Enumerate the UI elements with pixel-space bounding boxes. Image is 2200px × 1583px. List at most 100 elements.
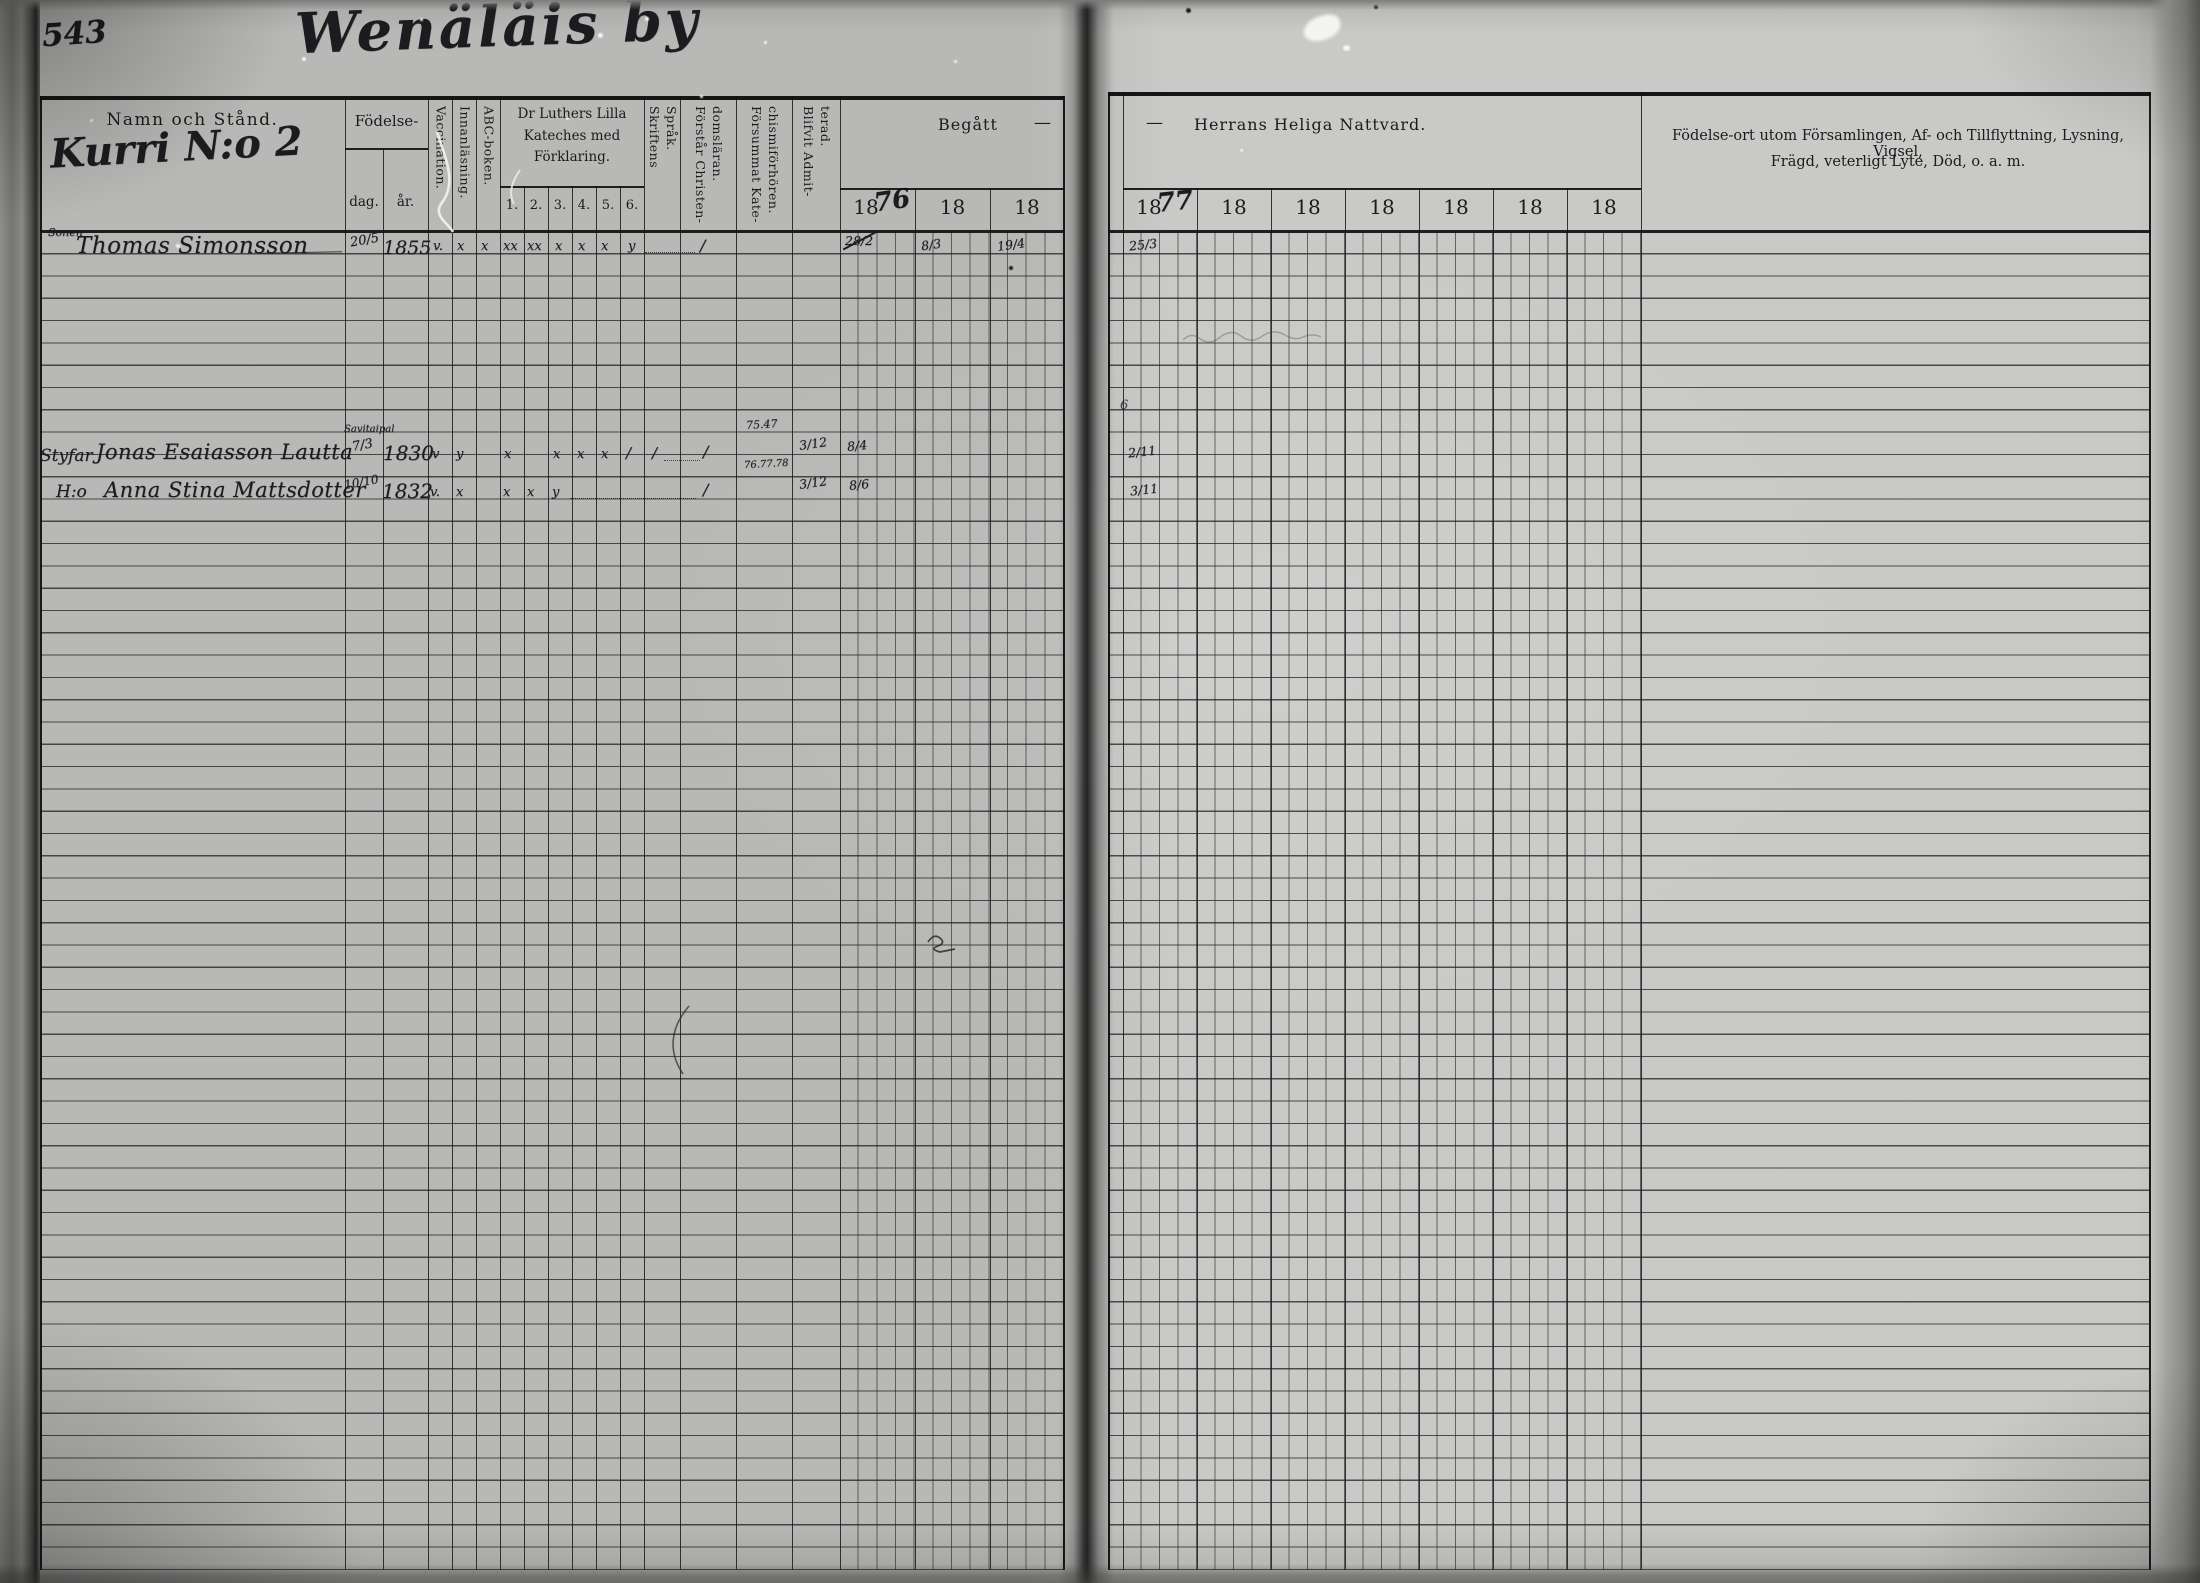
year-cell-18-r4: 18 bbox=[1369, 195, 1395, 219]
header-notes-column-line2: Frägd, veterligt Lyte, Död, o. a. m. bbox=[1770, 154, 2026, 170]
header-catechism-5: 5. bbox=[601, 198, 615, 213]
grid-line bbox=[1123, 92, 1125, 1570]
nattvard-subcolumns bbox=[1123, 232, 1641, 1570]
scan-edge-bottom bbox=[0, 1564, 2200, 1583]
dust-speck bbox=[420, 18, 423, 21]
header-name-column: Namn och Stånd. bbox=[106, 110, 279, 130]
entry-2-birth-note: Savitaipal bbox=[344, 424, 395, 435]
entry-2-mark-catechism3: x bbox=[553, 447, 561, 462]
year-cell-18-r6: 18 bbox=[1517, 195, 1543, 219]
grid-line bbox=[476, 96, 478, 1570]
scan-edge-right bbox=[2150, 0, 2200, 1583]
scan-edge-left bbox=[0, 0, 40, 1583]
grid-line bbox=[736, 96, 738, 1570]
header-vaccination-label: Vaccination. bbox=[433, 106, 449, 190]
entry-2-name: Jonas Esaiasson Lautta bbox=[96, 440, 354, 464]
header-begatt-dash: — bbox=[1034, 113, 1051, 133]
dark-speck bbox=[1009, 266, 1013, 270]
header-admitted-label: Blifvit Admit- terad. bbox=[801, 106, 833, 197]
grid-line bbox=[500, 186, 644, 189]
table-top-rule bbox=[40, 96, 1064, 100]
header-bottom-rule bbox=[1108, 230, 2151, 233]
header-understands: Förstår Christen- domsläran. bbox=[680, 106, 736, 232]
entry-3-birth-year: 1832 bbox=[382, 479, 433, 503]
dust-speck bbox=[598, 33, 603, 38]
grid-line bbox=[1493, 188, 1495, 1570]
entry-1-mark-catechism5: x bbox=[601, 239, 609, 254]
header-reading-label: Innanläsning. bbox=[457, 106, 473, 199]
entry-1-mark-vaccination: v. bbox=[433, 239, 443, 254]
header-understands-label: Förstår Christen- domsläran. bbox=[693, 106, 725, 224]
dark-speck bbox=[1186, 8, 1191, 13]
header-catechism-group: Dr Luthers Lilla Kateches med Förklaring… bbox=[517, 106, 627, 166]
year-cell-1876: 18 bbox=[853, 195, 879, 219]
dust-speck bbox=[954, 60, 957, 63]
grid-line bbox=[345, 96, 347, 1570]
header-abc-book: ABC-boken. bbox=[476, 106, 500, 232]
grid-line bbox=[596, 186, 598, 1570]
header-birth-year: år. bbox=[396, 194, 415, 210]
grid-line bbox=[500, 96, 502, 1570]
entry-1-mark-reading: x bbox=[457, 239, 465, 254]
grid-line bbox=[644, 96, 646, 1570]
entry-3-begatt-1876: 8/6 bbox=[848, 475, 870, 494]
entry-3-mark-vaccination: v. bbox=[430, 485, 440, 500]
begatt-subcolumns bbox=[840, 232, 1064, 1570]
grid-line bbox=[840, 188, 1064, 191]
dust-speck bbox=[1240, 149, 1243, 152]
grid-line bbox=[915, 188, 917, 1570]
header-catechism-2: 2. bbox=[529, 198, 543, 213]
entry-2-birth-year: 1830 bbox=[383, 441, 434, 465]
book-fold bbox=[1058, 0, 1114, 1583]
dust-speck bbox=[302, 57, 306, 61]
header-missed-catechism-label: Försummat Kate- chismiförhören. bbox=[749, 106, 781, 224]
entry-1-mark-catechism3: x bbox=[555, 239, 563, 254]
entry-1-name: Thomas Simonsson bbox=[76, 233, 309, 259]
entry-2-mark-vaccination: v bbox=[432, 447, 440, 462]
header-catechism-6: 6. bbox=[625, 198, 639, 213]
grid-line bbox=[840, 96, 842, 1570]
header-catechism-4: 4. bbox=[577, 198, 591, 213]
entry-2-begatt-1876: 8/4 bbox=[846, 436, 868, 455]
year-cell-18-r2: 18 bbox=[1221, 195, 1247, 219]
year-cell-18-r3: 18 bbox=[1295, 195, 1321, 219]
header-admitted: Blifvit Admit- terad. bbox=[792, 106, 840, 232]
entry-3-mark-understands: / bbox=[703, 480, 709, 499]
grid-line bbox=[1345, 188, 1347, 1570]
stray-mark-6: 6 bbox=[1120, 398, 1129, 413]
dust-speck bbox=[700, 95, 703, 98]
scan-edge-top bbox=[0, 0, 2200, 10]
header-nattvard-dash: — bbox=[1146, 113, 1163, 133]
grid-line bbox=[524, 186, 526, 1570]
year-cell-18-r7: 18 bbox=[1591, 195, 1617, 219]
entry-2-missed-dates: 75.47 bbox=[745, 417, 778, 432]
header-notes-column-line1: Födelse-ort utom Församlingen, Af- och T… bbox=[1671, 128, 2125, 160]
entry-2-mark-catechism5: x bbox=[601, 447, 609, 462]
header-begatt: Begått bbox=[938, 115, 998, 134]
grid-line bbox=[40, 96, 43, 1570]
entry-2-prefix: Styfar bbox=[40, 446, 93, 466]
page-number: 543 bbox=[40, 13, 108, 55]
grid-line bbox=[1197, 188, 1199, 1570]
entry-1-begatt-2: 8/3 bbox=[920, 235, 943, 254]
header-bottom-rule bbox=[40, 230, 1064, 233]
entry-3-mark-catechism3: y bbox=[552, 485, 560, 500]
header-scripture-label: Skriftens Språk. bbox=[647, 106, 679, 169]
pen-dots bbox=[645, 252, 695, 253]
entry-3-nattvard-1877: 3/11 bbox=[1129, 480, 1159, 499]
entry-1-nattvard-1877: 25/3 bbox=[1128, 235, 1158, 254]
entry-1-birth-year: 1855 bbox=[383, 237, 432, 259]
year-cell-1877: 18 bbox=[1136, 195, 1162, 219]
grid-line bbox=[1123, 188, 1641, 191]
header-nattvard: Herrans Heliga Nattvard. bbox=[1194, 115, 1427, 134]
year-hand-77: 77 bbox=[1155, 185, 1195, 219]
pen-dots bbox=[570, 498, 696, 499]
entry-3-mark-catechism2: x bbox=[527, 485, 535, 500]
entry-2-mark-understands: / bbox=[703, 442, 709, 461]
year-cell-18-l3: 18 bbox=[1014, 195, 1040, 219]
header-catechism-1: 1. bbox=[505, 198, 519, 213]
grid-line bbox=[1641, 92, 1643, 1570]
dust-speck bbox=[566, 117, 569, 120]
year-cell-18-l2: 18 bbox=[939, 195, 966, 219]
pen-dots bbox=[664, 460, 700, 461]
